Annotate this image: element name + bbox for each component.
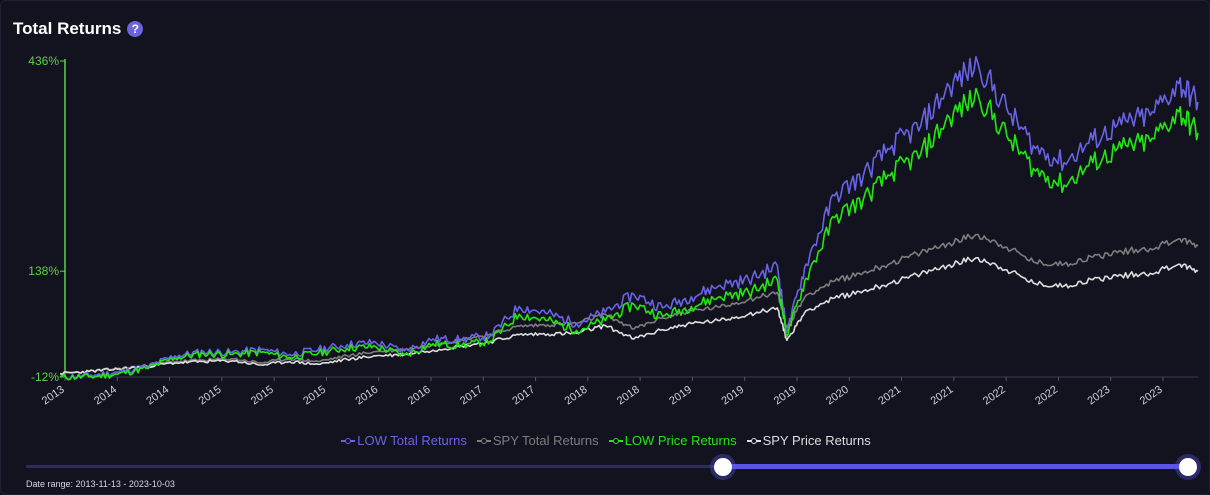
x-tick-label: 2019: [719, 384, 746, 408]
x-tick-label: 2023: [1085, 384, 1112, 408]
x-tick-label: 2021: [876, 384, 903, 408]
chart-header: Total Returns ?: [13, 19, 144, 39]
date-range-slider[interactable]: [26, 458, 1197, 476]
legend-item-low-price[interactable]: LOW Price Returns: [608, 433, 737, 448]
series-line-low-price: [59, 87, 1199, 381]
legend-item-spy-total[interactable]: SPY Total Returns: [476, 433, 599, 448]
series-line-low-total: [59, 56, 1199, 381]
x-tick-label: 2018: [615, 384, 642, 408]
slider-handle-start[interactable]: [714, 458, 733, 476]
x-tick-label: 2015: [249, 384, 276, 408]
x-tick-label: 2019: [667, 384, 694, 408]
x-tick-label: 2016: [353, 384, 380, 408]
x-tick-label: 2019: [772, 384, 799, 408]
series-line-spy-price: [59, 256, 1199, 376]
legend-item-spy-price[interactable]: SPY Price Returns: [746, 433, 871, 448]
legend-label-low-total: LOW Total Returns: [357, 433, 467, 448]
x-tick-label: 2022: [1033, 384, 1060, 408]
x-tick-label: 2017: [510, 384, 537, 408]
legend-swatch-low-total: [341, 436, 356, 446]
slider-track[interactable]: [26, 465, 1188, 468]
x-tick-label: 2023: [1138, 384, 1165, 408]
x-tick-label: 2022: [981, 384, 1008, 408]
legend-label-spy-price: SPY Price Returns: [762, 433, 871, 448]
x-tick-label: 2014: [144, 384, 171, 408]
chart-title: Total Returns: [13, 19, 122, 38]
x-tick-label: 2015: [197, 384, 224, 408]
x-tick-label: 2017: [458, 384, 485, 408]
x-tick-label: 2020: [824, 384, 851, 408]
y-tick-label: 436%: [28, 54, 59, 68]
returns-line-chart: -12% 138% 436% 2013 2014 2014 2015 2015 2015 2016…: [28, 54, 1199, 408]
x-tick-label: 2015: [301, 384, 328, 408]
legend-swatch-spy-total: [476, 436, 491, 446]
x-tick-label: 2018: [563, 384, 590, 408]
x-tick-label: 2016: [406, 384, 433, 408]
legend-label-spy-total: SPY Total Returns: [492, 433, 599, 448]
legend-label-low-price: LOW Price Returns: [624, 433, 737, 448]
help-icon[interactable]: ?: [127, 21, 144, 37]
x-tick-label: 2013: [40, 384, 67, 408]
series-line-spy-total: [59, 233, 1199, 376]
slider-selected-range[interactable]: [723, 464, 1188, 469]
y-tick-label: -12%: [31, 370, 59, 384]
legend-item-low-total[interactable]: LOW Total Returns: [341, 433, 467, 448]
date-range-label: Date range: 2013-11-13 - 2023-10-03: [26, 479, 175, 489]
slider-handle-end[interactable]: [1179, 458, 1197, 476]
legend-swatch-spy-price: [746, 436, 761, 446]
legend-swatch-low-price: [608, 436, 623, 446]
y-tick-label: 138%: [28, 264, 59, 278]
x-tick-label: 2021: [929, 384, 956, 408]
x-tick-label: 2014: [92, 384, 119, 408]
chart-legend: LOW Total Returns SPY Total Returns LOW …: [1, 433, 1210, 448]
